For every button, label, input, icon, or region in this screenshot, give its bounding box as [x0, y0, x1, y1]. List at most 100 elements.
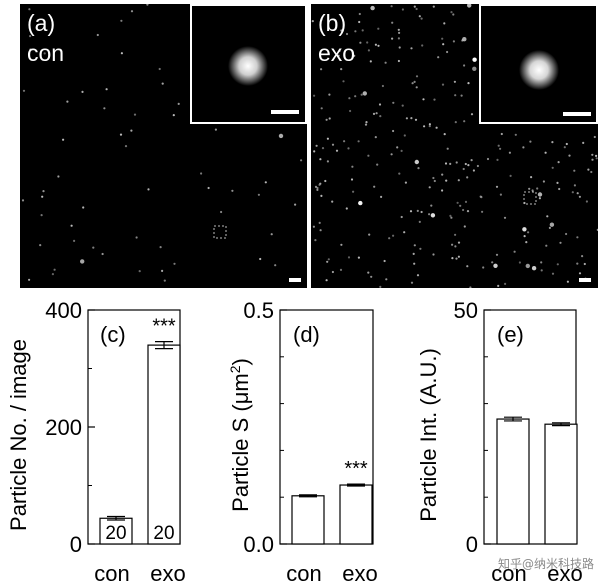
particle — [493, 263, 498, 268]
particle — [40, 214, 43, 217]
particle — [503, 216, 507, 219]
particle — [319, 229, 322, 232]
zoomed-particle-exo — [519, 50, 591, 116]
bar-exo — [339, 484, 373, 545]
particle — [259, 257, 262, 261]
particle — [353, 54, 356, 57]
particle — [430, 204, 433, 207]
particle-field-con — [21, 4, 303, 282]
particle — [321, 147, 325, 150]
particle — [51, 273, 54, 276]
particle — [446, 50, 449, 54]
particle — [343, 140, 346, 143]
panel-label: (c) — [100, 322, 126, 347]
particle — [22, 89, 26, 92]
inset-scale-bar — [563, 112, 591, 116]
particle — [525, 263, 530, 269]
particle — [446, 147, 449, 150]
particle — [435, 126, 438, 129]
particle — [462, 167, 465, 171]
significance-mark: *** — [344, 458, 368, 480]
particle — [373, 185, 376, 188]
particle — [163, 279, 166, 282]
particle — [428, 213, 431, 216]
particle — [441, 173, 444, 176]
particle — [479, 195, 482, 198]
particle — [441, 189, 444, 192]
particle — [313, 150, 316, 153]
particle — [370, 275, 373, 278]
particle — [441, 83, 445, 86]
particle — [456, 201, 459, 204]
particle — [347, 256, 351, 259]
particle — [545, 244, 548, 247]
particle — [467, 164, 470, 167]
particle — [173, 262, 176, 265]
particle — [338, 49, 341, 52]
particle — [120, 52, 123, 55]
particle — [433, 98, 436, 101]
particle — [378, 103, 382, 106]
particle — [411, 82, 414, 85]
particle — [391, 37, 394, 40]
particle — [449, 162, 452, 165]
particle — [80, 259, 85, 264]
y-tick-label: 0.0 — [243, 532, 274, 557]
particle — [418, 15, 421, 18]
particle — [549, 222, 555, 227]
particle — [158, 67, 161, 71]
particle — [207, 186, 210, 190]
particle — [331, 270, 334, 274]
particle — [430, 213, 436, 218]
particle — [70, 224, 73, 227]
particle — [392, 234, 395, 237]
particle — [312, 225, 315, 228]
particle — [573, 184, 576, 187]
particle — [120, 19, 123, 22]
particle — [372, 112, 376, 115]
particle — [464, 200, 468, 203]
particle — [546, 215, 549, 218]
particle — [542, 180, 545, 183]
particle — [556, 263, 559, 266]
particle — [432, 5, 435, 8]
particle — [495, 185, 499, 188]
particle — [463, 225, 466, 228]
particle — [522, 146, 525, 149]
particle — [41, 195, 44, 198]
particle — [377, 27, 380, 30]
chart-panel-d: 0.0 0.5 Particle S (μm2) (d) con *** exo — [227, 298, 378, 584]
particle — [462, 37, 467, 42]
particle — [410, 281, 414, 284]
bar-count-label: 20 — [153, 523, 174, 544]
particle — [453, 80, 456, 83]
particle — [42, 190, 45, 193]
particle — [451, 243, 454, 246]
particle — [397, 37, 400, 40]
particle — [133, 113, 137, 116]
particle — [43, 52, 46, 55]
micrograph-exo: (b) exo — [311, 4, 598, 288]
particle — [423, 125, 426, 128]
particle — [463, 120, 466, 123]
particle — [138, 270, 141, 273]
particle — [418, 220, 421, 223]
particle — [177, 102, 180, 105]
y-tick-label: 200 — [45, 415, 82, 440]
bar-con — [291, 495, 325, 545]
particle — [578, 272, 582, 275]
particle — [315, 144, 318, 147]
bar-con — [99, 517, 133, 545]
particle — [454, 233, 457, 236]
particle — [392, 129, 395, 133]
y-axis-label: Particle S (μm2) — [227, 358, 253, 512]
y-tick-label: 400 — [45, 298, 82, 323]
particle — [96, 33, 99, 37]
particle — [335, 149, 339, 152]
particle — [409, 210, 413, 213]
particle — [257, 193, 260, 196]
particle — [454, 245, 457, 248]
particle — [214, 128, 217, 131]
bar-exo — [147, 344, 181, 545]
particle — [472, 169, 475, 172]
